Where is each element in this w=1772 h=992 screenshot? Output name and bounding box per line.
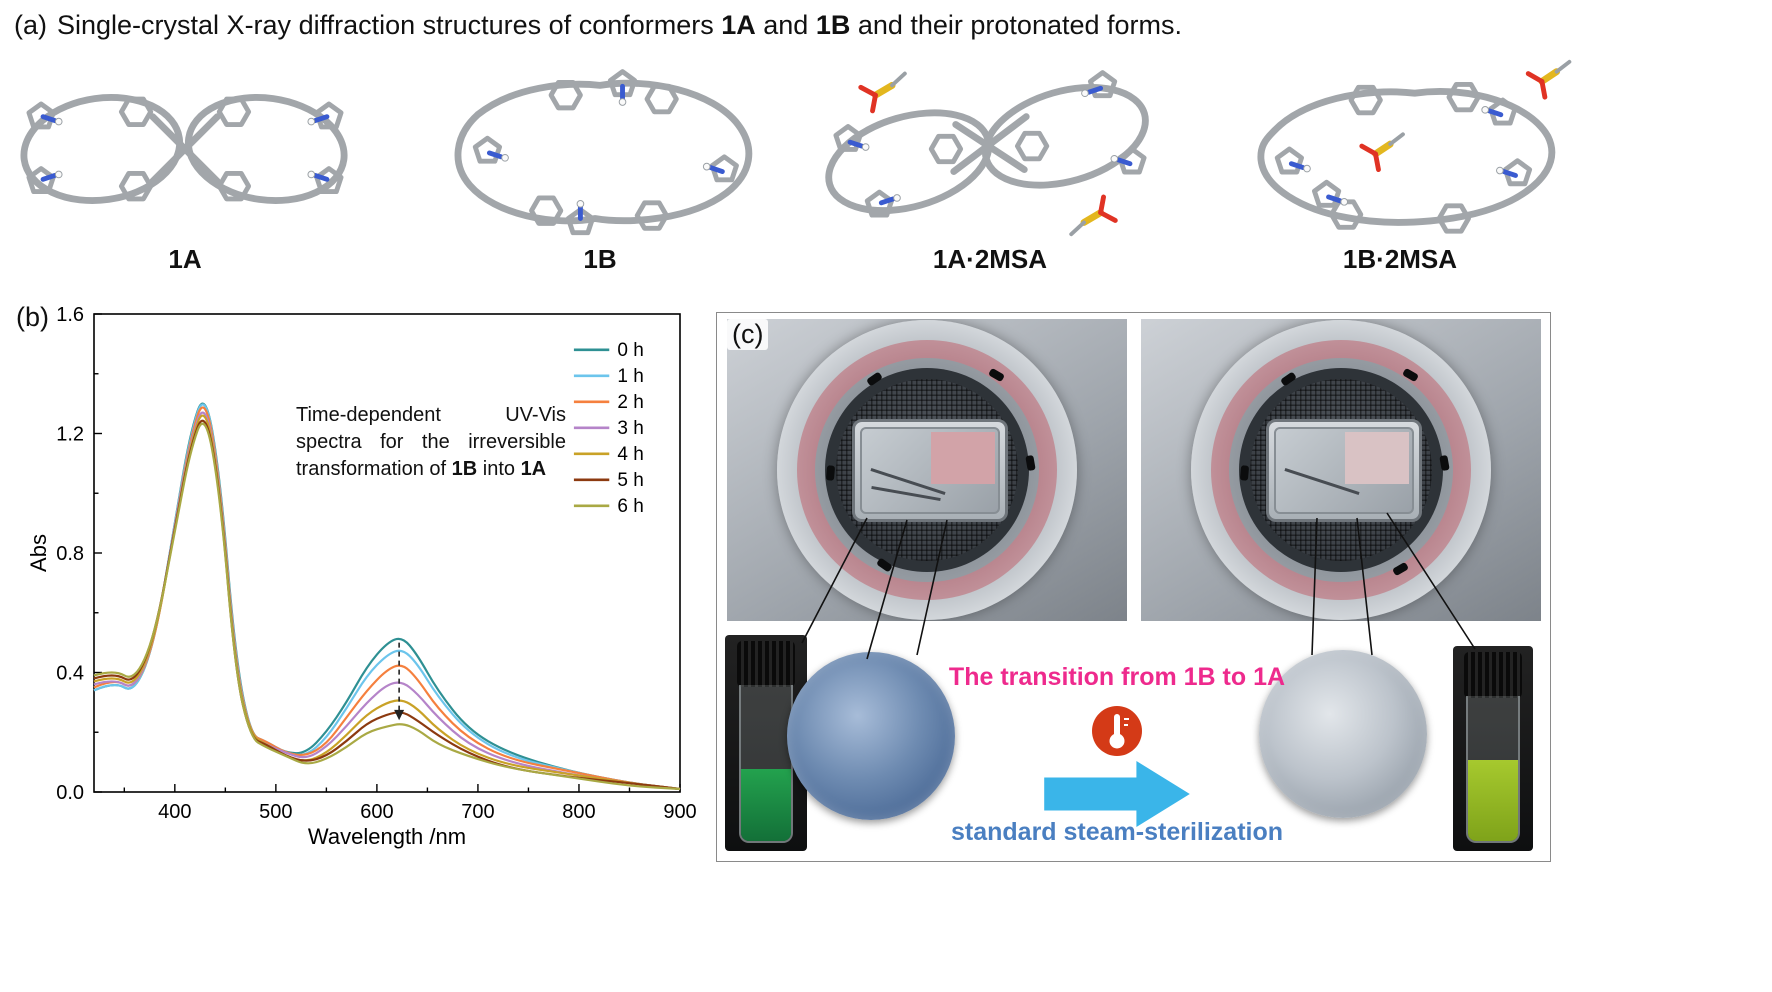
autoclave-photo-left: [727, 319, 1127, 621]
structure-1b-label: 1B: [583, 244, 617, 274]
structure-1b: 1B: [415, 56, 785, 275]
annotation-text-1: Time-dependent UV-Vis spectra for the ir…: [296, 404, 566, 480]
vial-cap: [737, 641, 795, 687]
title-text-1: Single-crystal X-ray diffraction structu…: [57, 10, 722, 40]
annotation-bold-1b: 1B: [451, 458, 478, 480]
uvvis-chart: [28, 298, 698, 858]
pink-sample: [931, 432, 995, 484]
vial-glass: [1466, 696, 1520, 843]
panel-b: (b) Time-dependent UV-Vis spectra for th…: [0, 290, 712, 870]
sample-tray: [852, 419, 1008, 522]
chart-annotation: Time-dependent UV-Vis spectra for the ir…: [296, 402, 566, 483]
structure-1b-2msa-drawing: [1257, 59, 1572, 234]
green-liquid: [741, 769, 791, 841]
structure-1a-drawing: [20, 93, 348, 205]
structure-1a-2msa-label: 1A·2MSA: [932, 244, 1048, 274]
thermometer-icon: [1091, 705, 1143, 757]
yellow-green-liquid: [1468, 759, 1518, 841]
title-text-3: and their protonated forms.: [850, 10, 1183, 40]
structure-1a-2msa-drawing: [825, 70, 1149, 237]
panel-c-label: (c): [727, 319, 769, 350]
clip-icon: [825, 465, 836, 481]
structure-1b-2msa: 1B·2MSA: [1215, 56, 1585, 275]
title-text-2: and: [755, 10, 816, 40]
structure-1b-drawing: [454, 69, 753, 236]
structure-1b-2msa-label: 1B·2MSA: [1342, 244, 1458, 274]
panel-a-label: (a): [14, 10, 47, 40]
title-bold-1b: 1B: [815, 10, 851, 40]
annotation-bold-1a: 1A: [520, 458, 547, 480]
panel-b-label: (b): [16, 302, 49, 332]
gel-disk-gray: [1259, 650, 1427, 818]
structure-1a: 1A: [0, 56, 370, 275]
title-bold-1a: 1A: [721, 10, 756, 40]
pink-sample: [1345, 432, 1409, 484]
vial-cap: [1464, 652, 1522, 698]
gel-disk-blue: [787, 652, 955, 820]
panel-c: (c): [716, 312, 1551, 862]
autoclave-photo-right: [1141, 319, 1541, 621]
arrow-right-icon: [1044, 761, 1190, 827]
structure-1a-label: 1A: [168, 244, 202, 274]
sample-tray: [1266, 419, 1422, 522]
transition-text: The transition from 1B to 1A: [948, 663, 1286, 691]
panel-a-title: (a) Single-crystal X-ray diffraction stru…: [14, 10, 1182, 41]
panel-a: (a) Single-crystal X-ray diffraction stru…: [0, 0, 1772, 290]
sterilization-text: standard steam-sterilization: [950, 818, 1284, 846]
clip-icon: [1239, 465, 1250, 481]
vial-yellow-green: [1453, 646, 1533, 851]
annotation-text-2: into: [477, 458, 521, 480]
vial-glass: [739, 685, 793, 843]
structure-1a-2msa: 1A·2MSA: [805, 56, 1175, 275]
